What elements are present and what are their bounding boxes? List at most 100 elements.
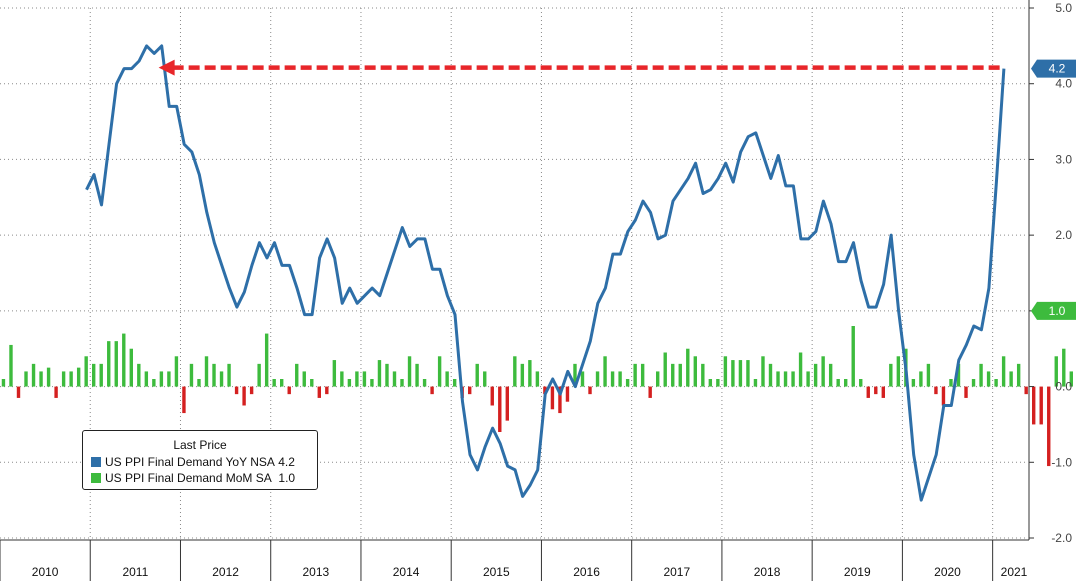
mom-bar xyxy=(249,386,254,395)
y-axis: 5.0 4.0 3.0 2.0 1.0 0.0 -1.0 -2.0 xyxy=(1029,1,1072,545)
x-tick-label: 2016 xyxy=(573,565,600,579)
mom-bar xyxy=(956,363,961,387)
x-tick-label: 2019 xyxy=(844,565,871,579)
mom-bar xyxy=(776,371,780,387)
mom-bar xyxy=(1032,386,1036,425)
mom-bar xyxy=(46,367,51,387)
mom-bar xyxy=(753,379,758,387)
legend-item-mom: US PPI Final Demand MoM SA 1.0 xyxy=(91,471,295,485)
mom-bar xyxy=(490,386,494,406)
x-tick-label: 2021 xyxy=(1001,565,1028,579)
mom-bar xyxy=(648,386,652,398)
grid-lines xyxy=(0,0,1030,541)
mom-bar xyxy=(234,386,239,395)
mom-bar xyxy=(595,371,600,387)
mom-bars xyxy=(1,326,1073,467)
mom-bar xyxy=(791,371,795,387)
mom-bar xyxy=(69,371,73,387)
mom-bar xyxy=(686,348,690,387)
mom-bar xyxy=(174,356,179,387)
x-tick-label: 2010 xyxy=(32,565,59,579)
mom-bar xyxy=(610,371,615,387)
y-tick-label: 3.0 xyxy=(1055,152,1072,166)
mom-bar xyxy=(317,386,321,398)
mom-bar xyxy=(573,363,577,387)
mom-bar xyxy=(114,341,118,387)
mom-bar xyxy=(400,379,404,387)
mom-bar xyxy=(370,379,374,387)
mom-bar xyxy=(483,371,487,387)
tag-mom: 1.0 xyxy=(1031,301,1076,320)
mom-bar xyxy=(310,379,314,387)
mom-bar xyxy=(708,379,713,387)
mom-bar xyxy=(31,363,36,387)
mom-bar xyxy=(979,363,983,387)
mom-bar xyxy=(994,379,998,387)
tag-mom-box xyxy=(1031,301,1076,320)
mom-bar xyxy=(39,371,43,387)
mom-bar xyxy=(362,371,367,387)
mom-bar xyxy=(633,363,637,387)
mom-bar xyxy=(949,379,953,387)
mom-bar xyxy=(731,360,735,387)
mom-bar xyxy=(498,386,502,432)
mom-bar xyxy=(926,363,931,387)
mom-bar xyxy=(821,356,825,387)
mom-bar xyxy=(61,371,66,387)
mom-bar xyxy=(806,371,810,387)
y-tick-label: 4.0 xyxy=(1055,77,1072,91)
mom-bar xyxy=(580,371,585,387)
legend-swatch-mom xyxy=(91,473,101,483)
mom-bar xyxy=(189,363,194,387)
mom-bar xyxy=(1062,348,1066,387)
mom-bar xyxy=(761,356,765,387)
yoy-line xyxy=(85,44,1006,502)
mom-bar xyxy=(1,379,6,387)
legend-value-yoy: 4.2 xyxy=(278,455,295,469)
x-tick-label: 2015 xyxy=(483,565,510,579)
mom-bar xyxy=(9,344,13,387)
mom-bar xyxy=(54,386,58,398)
mom-bar xyxy=(167,371,171,387)
mom-bar xyxy=(340,371,344,387)
mom-bar xyxy=(505,386,509,421)
arrow-annotation xyxy=(158,59,1002,76)
legend-label-mom: US PPI Final Demand MoM SA xyxy=(105,471,272,485)
mom-bar xyxy=(520,363,525,387)
mom-bar xyxy=(257,363,261,387)
mom-bar xyxy=(986,371,991,387)
mom-bar xyxy=(227,363,231,387)
mom-bar xyxy=(92,363,96,387)
legend-swatch-yoy xyxy=(91,457,101,467)
mom-bar xyxy=(407,356,412,387)
mom-bar xyxy=(242,386,246,406)
legend-value-mom: 1.0 xyxy=(278,471,296,485)
mom-bar xyxy=(107,341,111,387)
mom-bar xyxy=(1001,356,1006,387)
y-tick-label: 0.0 xyxy=(1055,380,1072,394)
x-tick-label: 2017 xyxy=(663,565,690,579)
mom-bar xyxy=(159,371,164,387)
mom-bar xyxy=(24,371,28,387)
mom-bar xyxy=(783,371,788,387)
mom-bar xyxy=(16,386,21,398)
legend-label-yoy: US PPI Final Demand YoY NSA xyxy=(105,455,275,469)
mom-bar xyxy=(1016,363,1021,387)
mom-bar xyxy=(558,386,562,414)
mom-bar xyxy=(182,386,186,414)
mom-bar xyxy=(347,379,352,387)
mom-bar xyxy=(874,386,878,395)
mom-bar xyxy=(302,371,306,387)
y-tick-label: -1.0 xyxy=(1051,455,1072,469)
mom-bar xyxy=(1009,371,1013,387)
mom-bar xyxy=(851,326,855,387)
mom-bar xyxy=(377,360,382,387)
mom-bar xyxy=(678,363,682,387)
legend-title: Last Price xyxy=(173,438,227,452)
mom-bar xyxy=(272,379,276,387)
x-tick-label: 2014 xyxy=(393,565,420,579)
mom-bar xyxy=(325,386,329,395)
mom-bar xyxy=(197,379,201,387)
mom-bar xyxy=(881,386,885,398)
x-tick-label: 2011 xyxy=(122,565,148,579)
